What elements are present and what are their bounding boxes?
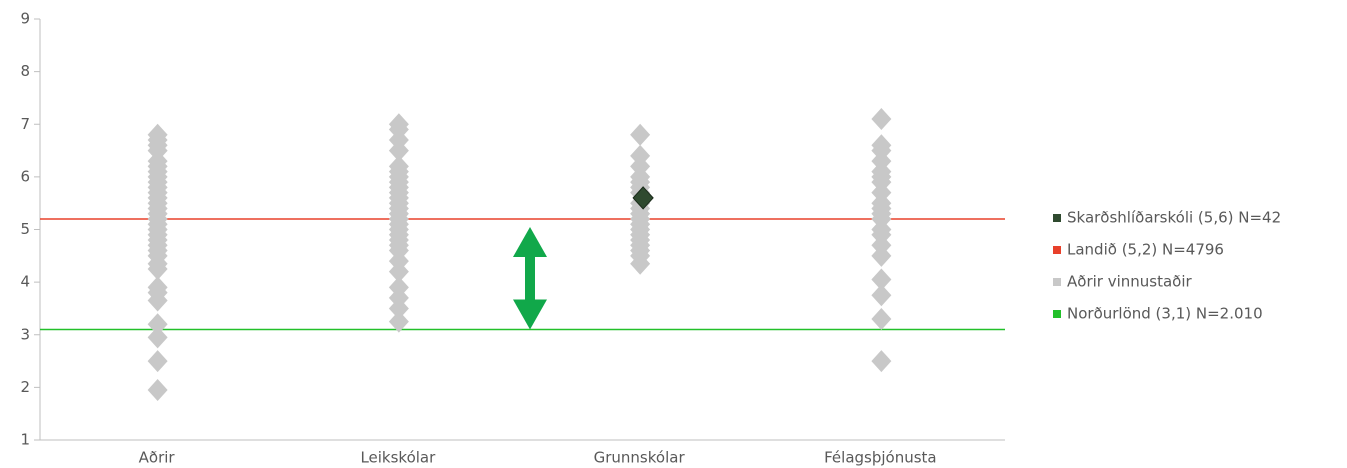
legend-swatch [1053,310,1061,318]
y-tick-label: 4 [20,273,30,291]
legend-label: Landið (5,2) N=4796 [1067,241,1224,259]
y-tick-label: 2 [20,378,30,396]
point [871,284,892,307]
point [630,123,651,146]
y-tick-label: 9 [20,10,30,28]
legend-swatch [1053,246,1061,254]
point [388,113,409,136]
gap-arrow [513,226,547,330]
point [630,144,651,167]
y-tick-label: 1 [20,431,30,449]
legend-swatch [1053,278,1061,286]
point [632,186,654,210]
x-tick-label: Grunnskólar [594,449,686,467]
point [147,350,168,373]
point [871,350,892,373]
point [147,123,168,146]
x-tick-label: Leikskólar [360,449,436,467]
x-tick-label: Félagsþjónusta [824,449,937,467]
y-tick-label: 3 [20,325,30,343]
legend-label: Norðurlönd (3,1) N=2.010 [1067,305,1263,323]
point [871,134,892,157]
point [147,326,168,349]
legend-label: Skarðshlíðarskóli (5,6) N=42 [1067,209,1281,227]
legend-swatch [1053,214,1061,222]
point [147,379,168,402]
point [147,313,168,336]
point [388,155,409,178]
y-tick-label: 8 [20,62,30,80]
x-tick-label: Aðrir [139,449,176,467]
point [871,268,892,291]
y-tick-label: 5 [20,220,30,238]
y-tick-label: 6 [20,167,30,185]
point [147,276,168,299]
legend-label: Aðrir vinnustaðir [1067,273,1193,291]
point [388,310,409,333]
y-tick-label: 7 [20,115,30,133]
point [388,276,409,299]
point [871,307,892,330]
point [871,107,892,130]
